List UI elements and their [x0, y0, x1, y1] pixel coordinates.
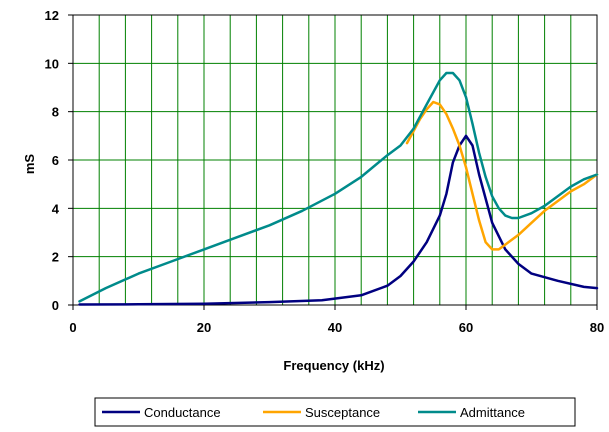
x-tick-label: 80	[590, 320, 604, 335]
grid	[72, 14, 598, 306]
y-tick-label: 10	[45, 56, 59, 71]
legend-box	[94, 397, 576, 427]
y-tick-label: 6	[52, 153, 59, 168]
x-axis-title: Frequency (kHz)	[283, 358, 384, 373]
series-line-admittance	[78, 71, 599, 303]
x-tick-label: 20	[197, 320, 211, 335]
series-lines	[78, 71, 599, 306]
x-tick-label: 40	[328, 320, 342, 335]
legend-label-admittance: Admittance	[460, 405, 525, 420]
series-line-conductance	[78, 134, 599, 306]
y-axis-title: mS	[22, 154, 37, 175]
x-tick-label: 60	[459, 320, 473, 335]
x-tick-label: 0	[69, 320, 76, 335]
y-tick-label: 4	[52, 201, 60, 216]
legend-label-susceptance: Susceptance	[305, 405, 380, 420]
series-line-susceptance	[405, 100, 599, 251]
y-tick-label: 0	[52, 298, 59, 313]
legend: Conductance Susceptance Admittance	[94, 397, 576, 427]
y-tick-label: 2	[52, 250, 59, 265]
legend-label-conductance: Conductance	[144, 405, 221, 420]
tick-labels: 0 20 40 60 80 0 2 4 6 8 10 12	[45, 8, 605, 335]
y-tick-label: 12	[45, 8, 59, 23]
y-tick-label: 8	[52, 105, 59, 120]
